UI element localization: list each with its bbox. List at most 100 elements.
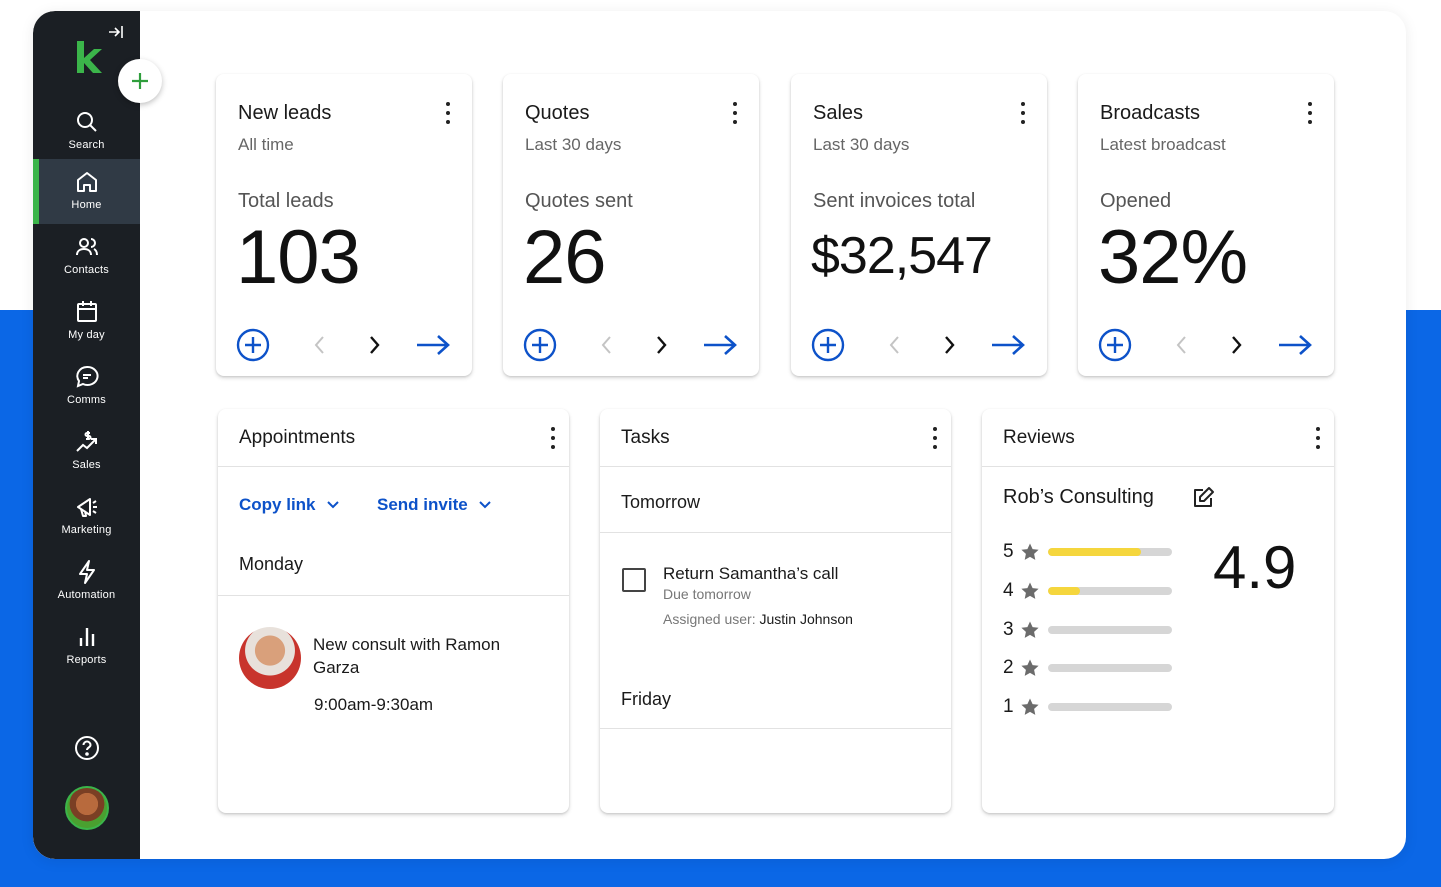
- sidebar-item-label: Comms: [67, 394, 106, 406]
- sales-icon: [75, 431, 97, 452]
- appointment-time: 9:00am-9:30am: [314, 695, 434, 714]
- sidebar-item-home[interactable]: Home: [33, 159, 140, 224]
- task-checkbox[interactable]: [622, 568, 646, 592]
- rating-bar-fill: [1048, 587, 1081, 595]
- rating-row: 2: [1003, 655, 1172, 681]
- chevron-right-icon[interactable]: [362, 328, 386, 362]
- arrow-right-icon[interactable]: [701, 328, 739, 362]
- chevron-right-icon[interactable]: [937, 328, 961, 362]
- sidebar-item-label: Home: [71, 199, 102, 211]
- rating-bar-fill: [1048, 548, 1141, 556]
- star-icon: [1021, 621, 1039, 638]
- rating-stars-count: 4: [1003, 580, 1014, 601]
- kpi-subtitle: Latest broadcast: [1100, 135, 1226, 154]
- add-circle-icon[interactable]: [1098, 328, 1132, 362]
- chevron-left-icon[interactable]: [883, 328, 907, 362]
- reviews-panel: Reviews Rob’s Consulting 5 4 3 2 1 4.9: [982, 409, 1334, 813]
- panel-title: Reviews: [1003, 427, 1075, 448]
- kpi-label: Opened: [1100, 190, 1172, 212]
- add-circle-icon[interactable]: [523, 328, 557, 362]
- sidebar-item-label: Search: [68, 139, 105, 151]
- sidebar-item-my-day[interactable]: My day: [33, 289, 140, 354]
- user-avatar[interactable]: [65, 786, 109, 830]
- arrow-right-icon[interactable]: [989, 328, 1027, 362]
- rating-bar: [1048, 626, 1172, 634]
- sidebar-item-search[interactable]: Search: [33, 99, 140, 164]
- keap-logo: [77, 41, 102, 73]
- task-group-label: Friday: [621, 689, 672, 709]
- task-due: Due tomorrow: [663, 586, 751, 602]
- sidebar-item-comms[interactable]: Comms: [33, 354, 140, 419]
- copy-link-button[interactable]: Copy link: [239, 495, 340, 515]
- kpi-label: Total leads: [238, 190, 334, 212]
- arrow-right-icon[interactable]: [414, 328, 452, 362]
- kpi-subtitle: Last 30 days: [525, 135, 622, 154]
- collapse-sidebar-icon[interactable]: [107, 23, 125, 41]
- sidebar-item-label: Contacts: [63, 264, 109, 276]
- task-assigned: Assigned user: Justin Johnson: [663, 611, 853, 627]
- average-rating: 4.9: [1213, 534, 1297, 601]
- kpi-label: Sent invoices total: [813, 190, 976, 212]
- kpi-label: Quotes sent: [525, 190, 633, 212]
- more-options-icon[interactable]: [1308, 425, 1328, 451]
- kpi-card-quotes: Quotes Last 30 days Quotes sent 26: [503, 74, 759, 376]
- copy-link-label: Copy link: [239, 495, 316, 514]
- sidebar-item-label: Sales: [72, 459, 101, 471]
- contact-avatar: [239, 627, 301, 689]
- sidebar-item-automation[interactable]: Automation: [33, 549, 140, 614]
- more-options-icon[interactable]: [725, 100, 745, 126]
- kpi-actions: [523, 328, 743, 364]
- appointment-title[interactable]: New consult with Ramon Garza: [313, 635, 501, 677]
- chevron-left-icon[interactable]: [595, 328, 619, 362]
- chevron-left-icon[interactable]: [1170, 328, 1194, 362]
- assigned-user: Justin Johnson: [759, 611, 853, 627]
- more-options-icon[interactable]: [438, 100, 458, 126]
- tasks-panel: Tasks Tomorrow Return Samantha’s call Du…: [600, 409, 951, 813]
- chevron-left-icon[interactable]: [308, 328, 332, 362]
- contacts-icon: [75, 238, 98, 256]
- star-icon: [1021, 698, 1039, 715]
- rating-stars-count: 5: [1003, 541, 1014, 562]
- bar-chart-icon: [79, 628, 94, 646]
- sidebar-item-sales[interactable]: Sales: [33, 419, 140, 484]
- sidebar-item-contacts[interactable]: Contacts: [33, 224, 140, 289]
- sidebar: Search Home Contacts My day Comms Sales …: [33, 11, 140, 859]
- chevron-right-icon[interactable]: [649, 328, 673, 362]
- kpi-card-new-leads: New leads All time Total leads 103: [216, 74, 472, 376]
- add-circle-icon[interactable]: [811, 328, 845, 362]
- kpi-actions: [1098, 328, 1318, 364]
- divider: [218, 466, 569, 467]
- quick-add-button[interactable]: [118, 59, 162, 103]
- chevron-right-icon[interactable]: [1224, 328, 1248, 362]
- appointments-panel: Appointments Copy link Send invite Monda…: [218, 409, 569, 813]
- rating-row: 4: [1003, 578, 1172, 604]
- add-circle-icon[interactable]: [236, 328, 270, 362]
- rating-stars-count: 3: [1003, 619, 1014, 640]
- kpi-card-sales: Sales Last 30 days Sent invoices total $…: [791, 74, 1047, 376]
- more-options-icon[interactable]: [1013, 100, 1033, 126]
- task-group-label: Tomorrow: [621, 492, 701, 512]
- arrow-right-icon[interactable]: [1276, 328, 1314, 362]
- more-options-icon[interactable]: [925, 425, 945, 451]
- rating-bar: [1048, 664, 1172, 672]
- send-invite-button[interactable]: Send invite: [377, 495, 492, 515]
- kpi-actions: [236, 328, 456, 364]
- more-options-icon[interactable]: [543, 425, 563, 451]
- help-icon[interactable]: [73, 734, 101, 762]
- sidebar-item-reports[interactable]: Reports: [33, 614, 140, 679]
- kpi-title: Sales: [813, 102, 864, 124]
- plus-icon: [132, 73, 148, 89]
- star-icon: [1021, 659, 1039, 676]
- kpi-title: Broadcasts: [1100, 102, 1201, 124]
- sidebar-item-marketing[interactable]: Marketing: [33, 484, 140, 549]
- divider: [218, 595, 569, 596]
- task-title[interactable]: Return Samantha’s call: [663, 564, 839, 583]
- assigned-label: Assigned user:: [663, 611, 756, 627]
- kpi-value: 32%: [1098, 215, 1248, 300]
- divider: [982, 466, 1334, 467]
- more-options-icon[interactable]: [1300, 100, 1320, 126]
- edit-icon[interactable]: [1191, 486, 1215, 510]
- kpi-value: $32,547: [811, 227, 993, 285]
- rating-row: 5: [1003, 539, 1172, 565]
- megaphone-icon: [76, 498, 97, 517]
